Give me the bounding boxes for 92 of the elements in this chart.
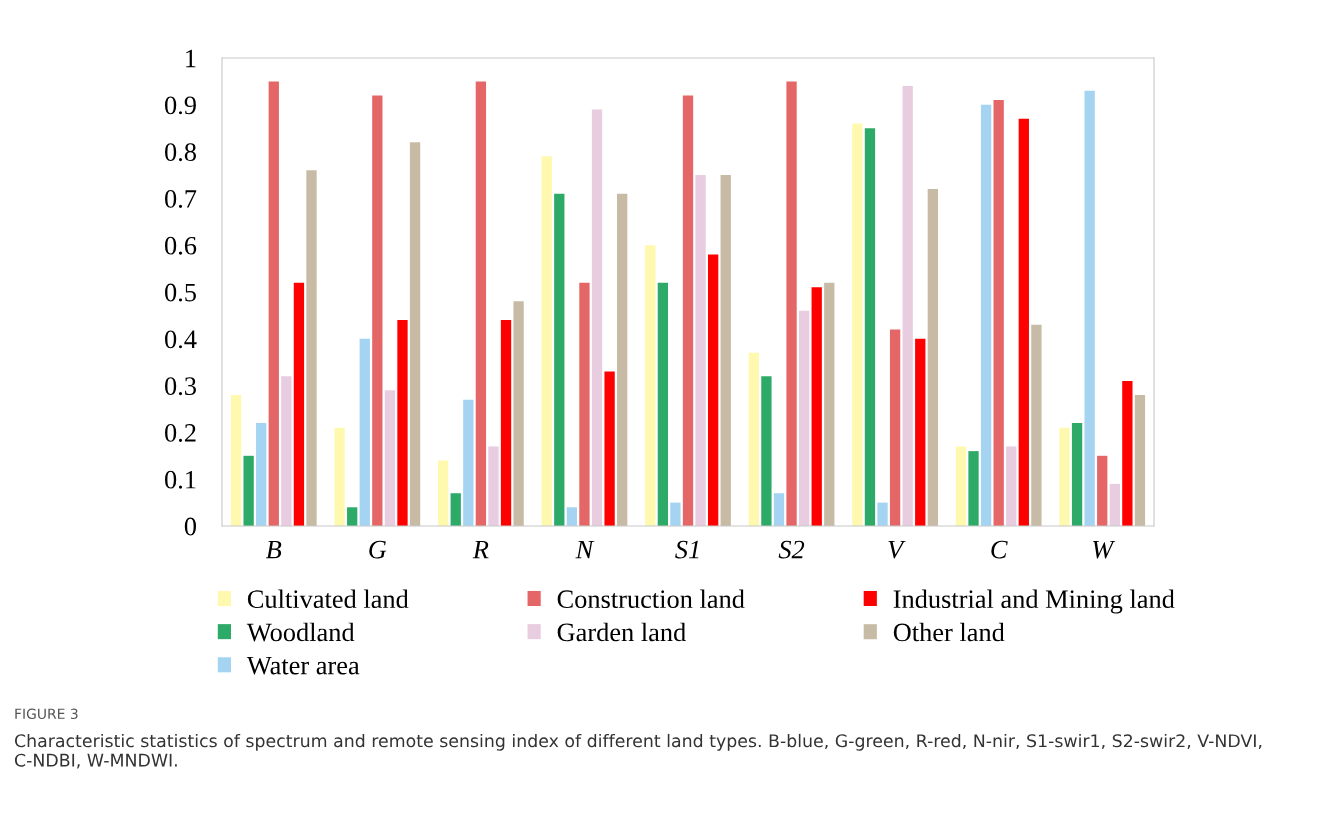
x-tick-label: C [991,540,1008,559]
bar [384,390,396,526]
bar [293,282,305,526]
bar [604,371,615,526]
y-tick-label: 0.1 [165,470,196,489]
bar [682,95,694,526]
bar [554,193,565,526]
bar [1084,90,1095,526]
bar [993,100,1004,526]
bar [306,170,317,526]
legend-label: Other land [893,622,1005,642]
legend-label: Construction land [557,589,745,609]
bar [347,507,358,526]
bar [707,254,719,526]
bar [488,446,499,526]
bar [902,86,913,526]
bar [786,81,797,526]
bar [450,493,461,526]
y-tick-label: 0.5 [165,283,196,302]
bar [1006,446,1017,526]
bar [798,310,810,526]
y-tick-label: 0.6 [165,236,197,255]
x-tick-label: N [575,540,595,559]
bar [1071,423,1083,526]
bar [438,460,449,526]
y-tick-label: 1 [186,49,196,68]
legend-label: Water area [246,656,360,675]
bar [409,142,421,526]
y-tick-label: 0.2 [165,424,196,442]
bar [334,427,345,526]
bar [915,338,926,526]
bar [761,376,772,526]
bar [824,282,835,526]
bar [1122,380,1133,526]
bar [889,329,901,526]
bar [230,394,242,526]
y-tick-label: 0.4 [165,330,197,349]
text: Characteristic statistics of spectrum and remote sensing index of different land types. B-blue, G-green, R-red, N-nir, S1-swir1, S2-swir2, V-NDVI, C-NDBI, W-MNDWI. [14,733,1262,769]
x-tick-label: W [1092,540,1116,559]
y-tick-label: 0.7 [165,190,197,208]
bar [645,245,656,526]
bar [1031,324,1042,526]
bar [281,376,292,526]
bar [864,128,876,526]
bar [852,123,863,526]
legend-label: Industrial and Mining land [893,589,1175,614]
x-tick-label: V [888,540,906,559]
bar [500,320,512,526]
bar [359,338,370,526]
bar [463,399,474,526]
bar [1109,483,1120,526]
bar [1134,394,1146,526]
bar [268,81,279,526]
bar [475,81,487,526]
legend-label: Cultivated land [247,589,409,609]
x-tick-label: B [265,540,282,559]
bar [541,156,552,526]
bar [372,95,383,526]
bar [773,493,785,526]
x-tick-label: G [369,540,387,559]
bar [591,109,603,526]
bar [927,189,938,526]
bar [243,455,254,526]
bar [397,320,408,526]
x-tick-label: S1 [675,540,699,559]
x-tick-label: R [472,540,489,559]
bar [1059,427,1070,526]
y-tick-label: 0.8 [165,143,196,162]
bar [955,446,967,526]
bar [579,282,590,526]
bar [617,193,628,526]
bar [657,282,669,526]
bar [513,301,524,526]
legend-label: Woodland [246,622,355,642]
bar [748,352,759,526]
bar [720,175,731,526]
bar [980,104,992,526]
y-tick-label: 0.9 [165,96,196,115]
bar [1097,455,1108,526]
y-tick-label: 0 [184,517,196,536]
bar [811,287,822,526]
legend-label: Garden land [557,622,686,642]
bar [1018,118,1029,526]
bar [877,502,888,526]
caption: FIGURE 3 [15,708,78,720]
y-tick-label: 0.3 [165,377,196,396]
x-tick-label: S2 [778,540,805,559]
bar [670,502,681,526]
bar [566,507,578,526]
bar [968,451,979,526]
bar [256,423,267,526]
bar [695,175,706,526]
